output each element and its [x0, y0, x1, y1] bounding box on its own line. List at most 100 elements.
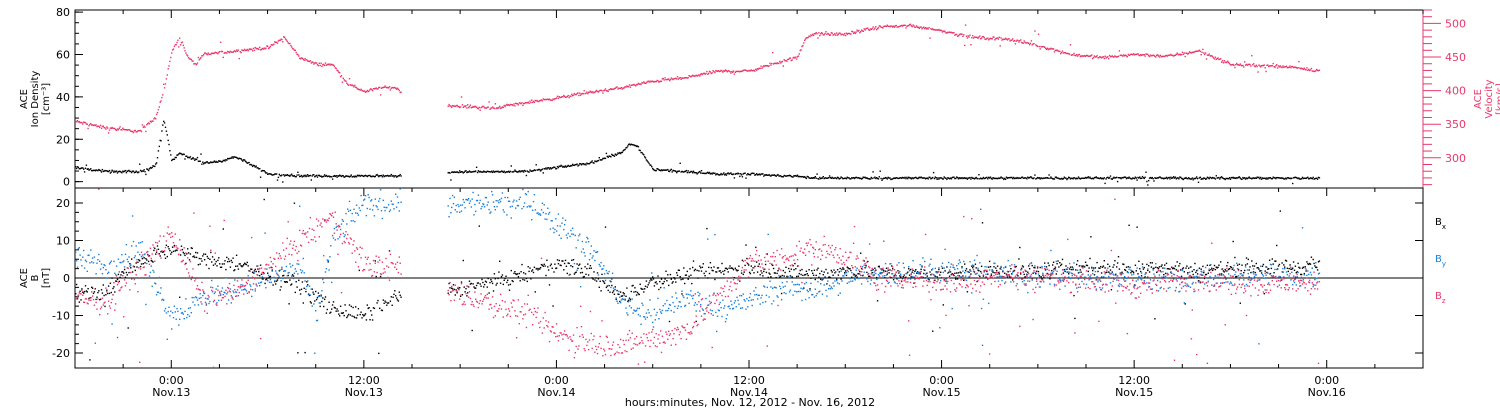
data-point	[579, 286, 582, 288]
data-point	[957, 178, 960, 180]
data-point	[982, 176, 985, 179]
data-point	[374, 175, 376, 178]
data-point	[914, 270, 916, 272]
data-point	[349, 209, 352, 211]
data-point	[351, 315, 353, 317]
data-point	[932, 29, 935, 31]
data-point	[358, 174, 360, 177]
data-point	[186, 253, 188, 255]
data-point	[478, 225, 480, 227]
data-point	[684, 282, 686, 285]
data-point	[780, 175, 782, 177]
data-point	[571, 227, 574, 229]
data-point	[238, 57, 240, 60]
data-point	[1312, 70, 1314, 72]
data-point	[727, 271, 729, 273]
data-point	[1127, 53, 1129, 56]
data-point	[1146, 263, 1148, 266]
data-point	[1258, 176, 1260, 178]
data-point	[179, 44, 182, 46]
data-point	[135, 262, 137, 264]
data-point	[1132, 53, 1135, 55]
data-point	[682, 77, 684, 79]
data-point	[1133, 284, 1136, 286]
data-point	[819, 34, 821, 37]
data-point	[652, 81, 655, 83]
data-point	[954, 272, 956, 274]
data-point	[475, 170, 477, 172]
data-point	[151, 260, 153, 262]
data-point	[98, 253, 100, 256]
data-point	[846, 266, 848, 268]
data-point	[1228, 178, 1230, 180]
data-point	[1043, 177, 1045, 179]
data-point	[1009, 276, 1011, 278]
data-point	[344, 80, 346, 82]
data-point	[506, 103, 508, 106]
data-point	[908, 24, 911, 26]
data-point	[459, 171, 462, 173]
data-point	[669, 273, 672, 276]
data-point	[874, 27, 876, 29]
data-point	[1001, 39, 1003, 41]
data-point	[713, 71, 715, 73]
data-point	[1274, 176, 1276, 179]
data-point	[460, 96, 463, 98]
data-point	[723, 172, 725, 174]
data-point	[262, 170, 264, 172]
data-point	[708, 272, 711, 275]
data-point	[168, 65, 170, 67]
data-point	[874, 267, 876, 269]
data-point	[196, 299, 199, 301]
data-point	[670, 77, 672, 79]
data-point	[1085, 264, 1088, 266]
data-point	[745, 308, 747, 310]
data-point	[692, 260, 695, 262]
data-point	[566, 95, 568, 98]
data-point	[83, 290, 86, 293]
data-point	[650, 81, 652, 83]
data-point	[1163, 178, 1165, 180]
data-point	[483, 283, 486, 286]
data-point	[187, 313, 189, 316]
data-point	[937, 29, 939, 31]
data-point	[458, 105, 460, 108]
data-point	[1198, 177, 1201, 179]
data-point	[1224, 268, 1226, 271]
data-point	[1206, 176, 1209, 178]
data-point	[531, 209, 534, 211]
data-point	[84, 259, 87, 261]
data-point	[838, 283, 840, 285]
data-point	[1268, 268, 1270, 270]
data-point	[1213, 58, 1216, 60]
data-point	[1240, 178, 1242, 180]
data-point	[1186, 265, 1188, 267]
data-point	[366, 89, 368, 92]
data-point	[780, 287, 782, 290]
data-point	[1129, 177, 1131, 179]
data-point	[574, 93, 576, 96]
data-point	[737, 299, 739, 302]
data-point	[621, 295, 624, 297]
data-point	[306, 281, 308, 283]
data-point	[494, 209, 496, 211]
data-point	[621, 88, 624, 90]
data-point	[197, 160, 200, 162]
data-point	[1299, 178, 1301, 180]
data-point	[822, 274, 824, 276]
data-point	[925, 177, 928, 179]
data-point	[921, 177, 923, 179]
data-point	[1170, 176, 1172, 178]
data-point	[512, 201, 514, 203]
data-point	[362, 90, 364, 92]
data-point	[911, 177, 913, 179]
data-point	[160, 140, 162, 142]
data-point	[570, 95, 572, 97]
data-point	[1116, 56, 1119, 58]
data-point	[1140, 54, 1142, 56]
data-point	[111, 126, 113, 129]
right-axis-label: Velocity	[1484, 79, 1495, 118]
data-point	[596, 251, 599, 253]
data-point	[558, 165, 560, 167]
data-point	[1149, 262, 1152, 264]
